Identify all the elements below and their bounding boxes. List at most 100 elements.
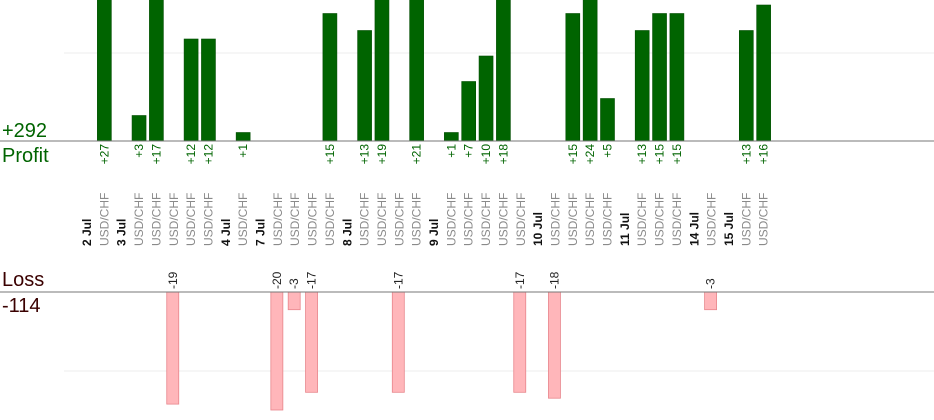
loss-value-label: -17: [391, 271, 405, 289]
profit-bar: [478, 55, 494, 142]
profit-value-label: +15: [566, 144, 580, 165]
loss-value-label: -20: [270, 271, 284, 289]
profit-value-label: +1: [444, 144, 458, 158]
symbol-label: USD/CHF: [548, 193, 562, 246]
date-label: 8 Jul: [340, 219, 354, 246]
symbol-label: USD/CHF: [201, 193, 215, 246]
profit-bar: [461, 81, 477, 142]
symbol-label: USD/CHF: [306, 193, 320, 246]
profit-bar: [496, 0, 511, 142]
date-label: 2 Jul: [80, 219, 94, 246]
date-label: 9 Jul: [427, 219, 441, 246]
profit-bar: [738, 30, 754, 142]
symbol-label: USD/CHF: [670, 193, 684, 246]
date-label: 7 Jul: [254, 219, 268, 246]
loss-value-label: -3: [287, 278, 301, 289]
loss-bar: [305, 291, 318, 393]
profit-value-label: +10: [479, 144, 493, 165]
symbol-label: USD/CHF: [601, 193, 615, 246]
date-label: 10 Jul: [531, 212, 545, 246]
profit-value-label: +21: [410, 144, 424, 165]
symbol-label: USD/CHF: [392, 193, 406, 246]
profit-value-label: +7: [462, 144, 476, 158]
symbol-label: USD/CHF: [739, 193, 753, 246]
symbol-label: USD/CHF: [167, 193, 181, 246]
profit-bar: [669, 13, 685, 142]
profit-value-label: +27: [97, 144, 111, 165]
symbol-label: USD/CHF: [653, 193, 667, 246]
symbol-label: USD/CHF: [757, 193, 771, 246]
profit-value-label: +12: [184, 144, 198, 165]
profit-value-label: +19: [375, 144, 389, 165]
symbol-label: USD/CHF: [97, 193, 111, 246]
symbol-label: USD/CHF: [566, 193, 580, 246]
loss-value-label: -18: [547, 271, 561, 289]
profit-value-label: +16: [757, 144, 771, 165]
profit-value-label: +15: [670, 144, 684, 165]
profit-value-label: +24: [583, 144, 597, 165]
profit-value-label: +12: [201, 144, 215, 165]
symbol-label: USD/CHF: [479, 193, 493, 246]
profit-bar: [409, 0, 424, 142]
loss-label: Loss: [2, 269, 45, 291]
symbol-label: USD/CHF: [462, 193, 476, 246]
symbol-label: USD/CHF: [496, 193, 510, 246]
date-label: 11 Jul: [618, 213, 632, 246]
date-label: 3 Jul: [115, 219, 129, 246]
symbol-label: USD/CHF: [358, 193, 372, 246]
profit-bar: [756, 4, 771, 142]
profit-bar: [374, 0, 390, 142]
symbol-label: USD/CHF: [410, 193, 424, 246]
loss-value-label: -17: [513, 271, 527, 289]
symbol-label: USD/CHF: [149, 193, 163, 246]
profit-value-label: +3: [132, 144, 146, 158]
symbol-label: USD/CHF: [184, 193, 198, 246]
loss-value-label: -17: [305, 271, 319, 289]
symbol-label: USD/CHF: [635, 193, 649, 246]
profit-bar: [600, 98, 615, 142]
profit-value-label: +15: [323, 144, 337, 165]
symbol-label: USD/CHF: [705, 193, 719, 246]
loss-bar: [270, 291, 284, 411]
profit-value-label: +13: [635, 144, 649, 165]
profit-value-label: +18: [496, 144, 510, 165]
symbol-label: USD/CHF: [132, 193, 146, 246]
profit-bar: [131, 115, 147, 142]
profit-value-label: +15: [653, 144, 667, 165]
total-loss-value: -114: [2, 295, 41, 317]
profit-bar: [582, 0, 598, 142]
total-profit-value: +292: [2, 120, 48, 142]
profit-label: Profit: [2, 145, 49, 167]
loss-bar: [513, 291, 527, 393]
symbol-label: USD/CHF: [514, 193, 528, 246]
profit-bar: [652, 13, 667, 142]
profit-value-label: +1: [236, 144, 250, 158]
profit-bar: [357, 30, 372, 142]
profit-bar: [149, 0, 164, 142]
loss-bar: [287, 291, 301, 311]
loss-bar: [391, 291, 405, 393]
symbol-label: USD/CHF: [323, 193, 337, 246]
loss-bar: [704, 291, 717, 311]
profit-value-label: +13: [739, 144, 753, 165]
symbol-label: USD/CHF: [271, 193, 285, 246]
profit-bar: [201, 38, 216, 142]
symbol-label: USD/CHF: [236, 193, 250, 246]
loss-bar: [548, 291, 561, 399]
date-label: 15 Jul: [722, 212, 736, 246]
loss-bar: [166, 291, 180, 405]
symbol-label: USD/CHF: [444, 193, 458, 246]
profit-value-label: +5: [601, 144, 615, 158]
loss-value-label: -3: [704, 278, 718, 289]
date-label: 4 Jul: [219, 219, 233, 246]
profit-bar: [322, 13, 338, 142]
symbol-label: USD/CHF: [288, 193, 302, 246]
profit-bar: [565, 13, 581, 142]
profit-bar: [634, 30, 650, 142]
loss-value-label: -19: [166, 271, 180, 289]
profit-bar: [183, 38, 199, 142]
profit-bar: [97, 0, 112, 142]
profit-bar: [235, 132, 251, 142]
symbol-label: USD/CHF: [583, 193, 597, 246]
